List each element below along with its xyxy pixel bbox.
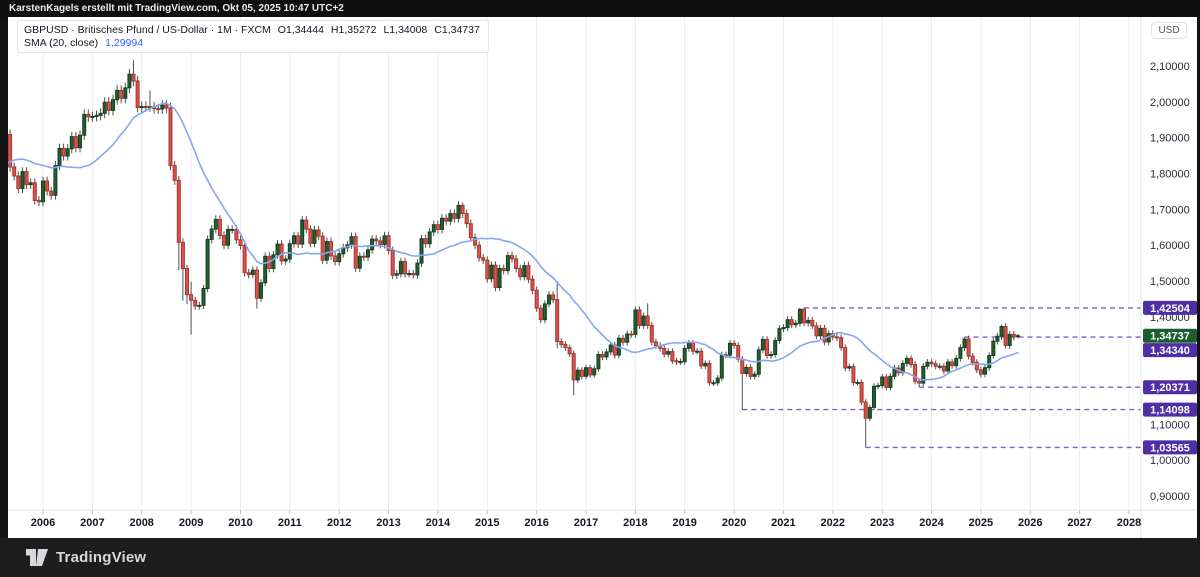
ohlc-high: H1,35272 <box>330 23 377 36</box>
svg-text:2021: 2021 <box>771 517 795 529</box>
svg-text:1,50000: 1,50000 <box>1150 276 1190 288</box>
indicator-value: 1,29994 <box>105 36 144 49</box>
svg-text:2010: 2010 <box>228 517 252 529</box>
svg-text:1,14098: 1,14098 <box>1150 405 1190 417</box>
ohlc-low: L1,34008 <box>383 23 428 36</box>
svg-text:1,90000: 1,90000 <box>1150 133 1190 145</box>
tradingview-logo-icon[interactable] <box>26 549 48 566</box>
svg-text:2,10000: 2,10000 <box>1150 61 1190 73</box>
legend-symbol-row: GBPUSD · Britisches Pfund / US-Dollar · … <box>24 23 480 36</box>
currency-unit-toggle[interactable]: USD <box>1151 22 1187 39</box>
chart-legend: GBPUSD · Britisches Pfund / US-Dollar · … <box>17 20 489 53</box>
svg-text:2019: 2019 <box>672 517 696 529</box>
svg-text:2020: 2020 <box>722 517 746 529</box>
svg-text:2018: 2018 <box>623 517 647 529</box>
chart-panel[interactable]: 2006 2007 2008 2009 2010 2011 2012 2013 2014 2015… <box>8 17 1197 538</box>
svg-text:2014: 2014 <box>426 517 451 529</box>
svg-text:2025: 2025 <box>969 517 993 529</box>
price-axis-badges: 1,42504 1,34737 1,34340 1,20371 1,14098 1,035… <box>1143 300 1197 455</box>
svg-text:1,70000: 1,70000 <box>1150 204 1190 216</box>
footer-bar: TradingView <box>0 538 1200 577</box>
sma-line <box>8 102 1019 381</box>
svg-text:2012: 2012 <box>327 517 351 529</box>
symbol-title: GBPUSD · Britisches Pfund / US-Dollar · … <box>24 23 271 36</box>
svg-text:2009: 2009 <box>179 517 203 529</box>
svg-text:1,34340: 1,34340 <box>1150 345 1190 357</box>
svg-text:1,42504: 1,42504 <box>1150 303 1191 315</box>
indicator-name: SMA (20, close) <box>24 36 99 49</box>
price-chart[interactable]: 2006 2007 2008 2009 2010 2011 2012 2013 2014 2015… <box>8 17 1197 538</box>
svg-text:2006: 2006 <box>31 517 55 529</box>
attribution-bar: KarstenKagels erstellt mit TradingView.c… <box>0 0 1200 17</box>
ohlc-open: O1,34444 <box>277 23 324 36</box>
candlestick-series <box>8 60 1020 448</box>
svg-text:1,34737: 1,34737 <box>1150 331 1190 343</box>
svg-text:2016: 2016 <box>524 517 548 529</box>
svg-text:2022: 2022 <box>821 517 845 529</box>
svg-text:1,10000: 1,10000 <box>1150 419 1190 431</box>
svg-text:1,03565: 1,03565 <box>1150 442 1190 454</box>
svg-text:2013: 2013 <box>376 517 400 529</box>
ohlc-close: C1,34737 <box>434 23 480 36</box>
svg-text:2011: 2011 <box>278 517 302 529</box>
svg-text:2028: 2028 <box>1117 517 1141 529</box>
svg-text:1,00000: 1,00000 <box>1150 455 1190 467</box>
svg-text:1,80000: 1,80000 <box>1150 169 1190 181</box>
svg-text:1,60000: 1,60000 <box>1150 240 1190 252</box>
svg-text:2023: 2023 <box>870 517 894 529</box>
tradingview-brand-link[interactable]: TradingView <box>56 549 147 566</box>
price-level-lines <box>742 307 1141 449</box>
svg-text:2024: 2024 <box>919 517 944 529</box>
svg-text:2008: 2008 <box>129 517 153 529</box>
svg-text:2017: 2017 <box>574 517 598 529</box>
svg-text:1,20371: 1,20371 <box>1150 382 1190 394</box>
svg-text:2026: 2026 <box>1018 517 1042 529</box>
legend-indicator-row: SMA (20, close) 1,29994 <box>24 36 480 49</box>
svg-text:2,00000: 2,00000 <box>1150 97 1190 109</box>
svg-text:0,90000: 0,90000 <box>1150 491 1190 503</box>
axis-borders <box>8 17 1197 538</box>
price-axis-labels[interactable]: 2,10000 2,00000 1,90000 1,80000 1,70000 1,600… <box>1150 61 1190 503</box>
svg-text:2027: 2027 <box>1067 517 1091 529</box>
svg-text:2015: 2015 <box>475 517 499 529</box>
date-axis-labels[interactable]: 2006 2007 2008 2009 2010 2011 2012 2013 2014 2015… <box>31 517 1141 529</box>
svg-text:2007: 2007 <box>80 517 104 529</box>
attribution-text: KarstenKagels erstellt mit TradingView.c… <box>9 3 344 14</box>
